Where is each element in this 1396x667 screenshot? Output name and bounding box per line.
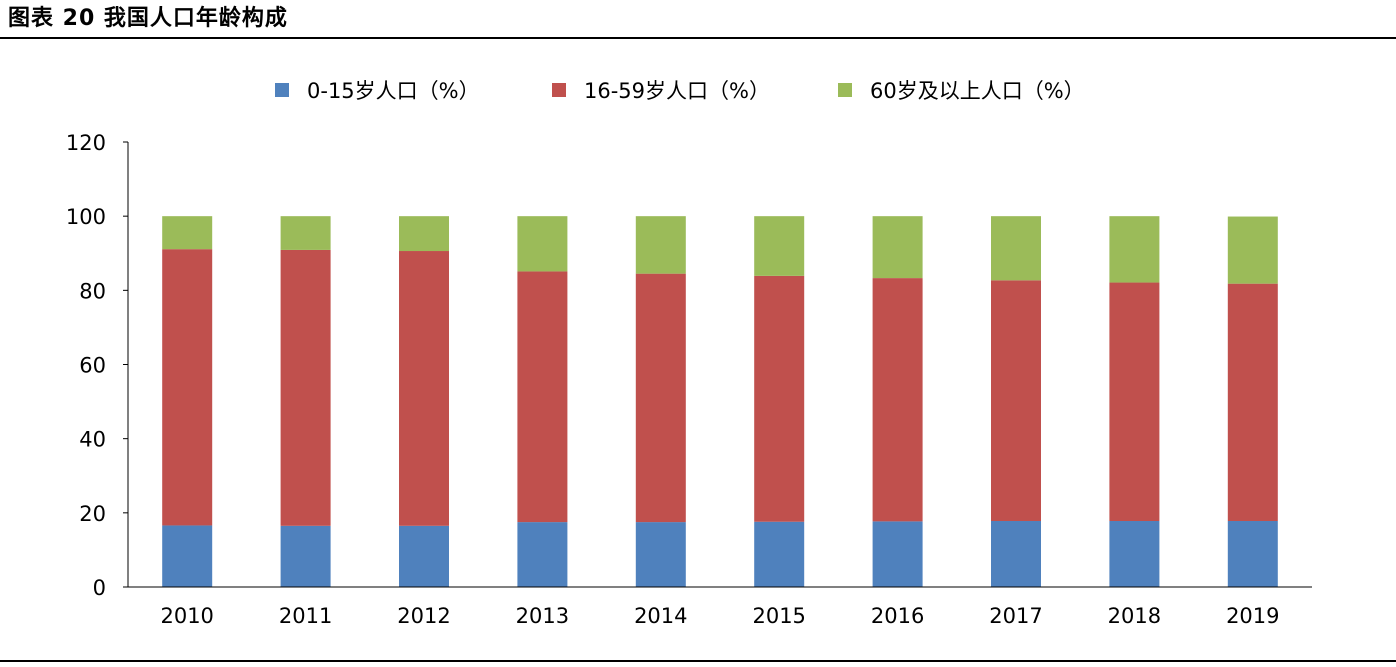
bar-segment-series-0-2012 [399,525,449,587]
bar-segment-series-2-2017 [991,216,1041,281]
figure-title: 图表 20 我国人口年龄构成 [8,6,288,31]
bar-segment-series-2-2016 [872,216,923,279]
bar-segment-series-1-2010 [162,249,213,526]
y-tick-label: 80 [79,279,106,303]
bars [162,216,1278,587]
x-axis: 2010 2011 2012 2013 2014 2015 2016 2017 2018 2019 [128,586,1312,628]
y-tick-label: 120 [66,131,106,155]
bar-segment-series-2-2019 [1227,216,1278,284]
bar-segment-series-0-2014 [635,522,686,587]
legend-swatch-1 [552,83,566,97]
bar-segment-series-1-2018 [1109,282,1160,521]
x-tick-label: 2010 [160,604,213,628]
bar-stack-2018 [1109,216,1160,587]
y-tick-label: 100 [66,205,106,229]
bar-segment-series-0-2010 [162,525,213,587]
x-tick-label: 2013 [516,604,569,628]
legend-label-1: 16-59岁人口（%） [584,79,770,103]
x-tick-label: 2012 [397,604,450,628]
bar-segment-series-1-2017 [991,280,1041,521]
bar-stack-2017 [991,216,1041,587]
bar-segment-series-0-2018 [1109,520,1160,587]
bar-stack-2019 [1227,216,1278,587]
x-tick-label: 2014 [634,604,687,628]
top-rule [0,37,1396,39]
bar-segment-series-0-2019 [1227,520,1278,587]
bar-segment-series-1-2015 [754,275,805,522]
y-axis: 0 20 40 60 80 100 120 [66,131,129,600]
bar-segment-series-1-2012 [399,251,449,526]
bar-stack-2011 [280,216,331,587]
y-tick-label: 60 [79,354,106,378]
bar-stack-2015 [754,216,805,587]
bar-segment-series-2-2015 [754,216,805,276]
bar-stack-2016 [872,216,923,587]
bar-stack-2012 [399,216,449,587]
bar-stack-2014 [635,216,686,587]
x-tick-label: 2011 [279,604,332,628]
bar-stack-2013 [517,216,568,587]
bar-segment-series-2-2014 [635,216,686,274]
bar-segment-series-1-2013 [517,271,568,523]
bottom-rule [0,660,1396,662]
bar-segment-series-2-2010 [162,216,213,250]
legend-swatch-0 [275,83,289,97]
legend-swatch-2 [838,83,852,97]
bar-segment-series-1-2016 [872,278,923,522]
chart-legend: 0-15岁人口（%） 16-59岁人口（%） 60岁及以上人口（%） [275,79,1085,103]
bar-segment-series-2-2011 [280,216,331,250]
x-tick-label: 2019 [1226,604,1279,628]
bar-stack-2010 [162,216,213,587]
bar-segment-series-1-2014 [635,273,686,523]
bar-segment-series-1-2011 [280,249,331,526]
bar-segment-series-0-2016 [872,521,923,587]
y-tick-label: 20 [79,502,106,526]
bar-segment-series-1-2019 [1227,283,1278,521]
bar-segment-series-2-2013 [517,216,568,272]
y-tick-label: 0 [93,576,106,600]
bar-segment-series-0-2017 [991,520,1041,587]
bar-segment-series-2-2018 [1109,216,1160,283]
x-tick-label: 2015 [752,604,805,628]
bar-segment-series-0-2011 [280,525,331,587]
legend-label-0: 0-15岁人口（%） [307,79,480,103]
legend-label-2: 60岁及以上人口（%） [870,79,1085,103]
x-tick-label: 2016 [871,604,924,628]
bar-segment-series-0-2013 [517,522,568,587]
bar-segment-series-0-2015 [754,521,805,587]
bar-segment-series-2-2012 [399,216,449,252]
x-tick-label: 2017 [989,604,1042,628]
x-tick-label: 2018 [1108,604,1161,628]
y-tick-label: 40 [79,428,106,452]
